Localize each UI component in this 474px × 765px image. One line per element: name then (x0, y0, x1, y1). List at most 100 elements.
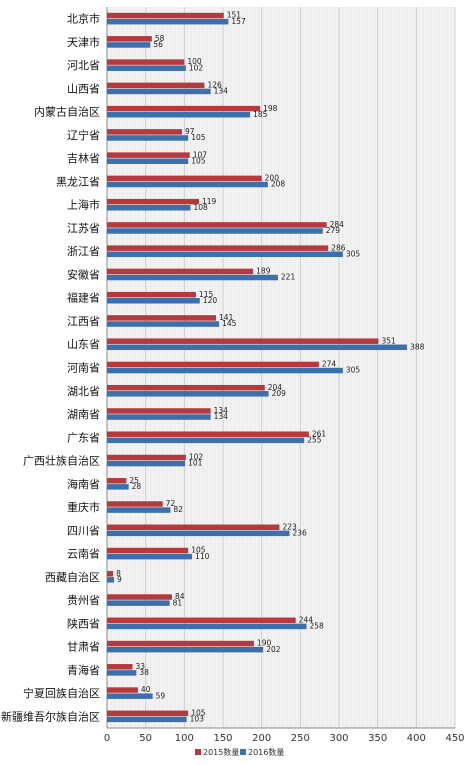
bar-2016数量 (107, 18, 229, 25)
bar-2015数量 (107, 547, 189, 554)
bar-2015数量 (107, 315, 217, 321)
value-label: 145 (222, 319, 237, 328)
bar-2015数量 (107, 501, 163, 507)
bar-2016数量 (107, 181, 268, 188)
value-label: 101 (188, 459, 203, 468)
bar-2015数量 (107, 129, 183, 135)
value-label: 8 (116, 569, 121, 578)
x-tick-label: 250 (291, 733, 310, 744)
value-label: 286 (331, 243, 346, 252)
value-label: 244 (299, 615, 314, 624)
bar-2015数量 (107, 617, 296, 624)
bar-2016数量 (107, 391, 269, 397)
bar-2015数量 (107, 175, 262, 182)
value-label: 134 (214, 87, 229, 96)
value-label: 305 (346, 366, 361, 375)
category-label: 甘肃省 (67, 641, 100, 654)
bar-2015数量 (107, 431, 309, 437)
category-label: 吉林省 (67, 151, 100, 165)
bar-2015数量 (107, 245, 329, 251)
value-label: 110 (195, 552, 210, 561)
bar-2016数量 (107, 553, 193, 560)
value-label: 261 (312, 429, 327, 438)
value-label: 134 (214, 406, 229, 415)
bar-2016数量 (107, 344, 408, 351)
value-label: 40 (141, 685, 151, 694)
value-label: 351 (381, 336, 396, 345)
value-label: 204 (268, 383, 283, 392)
bars (107, 12, 408, 723)
category-label: 四川省 (67, 524, 100, 537)
value-label: 58 (155, 34, 165, 43)
value-label: 200 (265, 174, 280, 183)
value-label: 72 (166, 499, 176, 508)
value-label: 157 (231, 17, 246, 26)
value-label: 56 (153, 40, 163, 49)
category-label: 浙江省 (67, 245, 100, 258)
category-label: 山东省 (67, 338, 100, 351)
bar-2015数量 (107, 361, 319, 368)
value-label: 134 (214, 412, 229, 421)
value-label: 279 (326, 226, 341, 235)
bar-2016数量 (107, 321, 220, 327)
bar-2016数量 (107, 716, 187, 723)
bar-2015数量 (107, 198, 200, 205)
value-label: 209 (272, 389, 287, 398)
bar-2016数量 (107, 507, 171, 513)
bar-2015数量 (107, 710, 189, 717)
bar-2016数量 (107, 274, 278, 281)
bar-2016数量 (107, 228, 323, 234)
bar-2016数量 (107, 670, 137, 676)
value-label: 84 (175, 592, 185, 601)
value-label: 305 (346, 249, 361, 258)
legend-swatch-2015 (195, 749, 201, 755)
legend-label-2016: 2016数量 (248, 747, 284, 757)
bar-2015数量 (107, 594, 172, 600)
value-label: 82 (173, 505, 183, 514)
category-label: 河北省 (67, 59, 100, 72)
value-labels: 1511575856100102126134198185971051071052… (116, 11, 424, 724)
category-label: 重庆市 (67, 500, 100, 514)
x-tick-label: 100 (175, 733, 194, 744)
category-label: 湖南省 (67, 408, 100, 421)
value-label: 59 (156, 691, 166, 700)
bar-2015数量 (107, 82, 205, 89)
bar-2016数量 (107, 484, 129, 490)
bar-2015数量 (107, 338, 379, 344)
plot-background (107, 7, 455, 728)
legend-swatch-2016 (240, 749, 246, 755)
x-tick-label: 50 (139, 733, 152, 744)
value-label: 198 (263, 104, 278, 113)
bar-2016数量 (107, 42, 151, 48)
category-label: 天津市 (67, 35, 100, 49)
value-label: 255 (307, 435, 322, 444)
value-label: 9 (117, 575, 122, 584)
value-label: 81 (173, 598, 183, 607)
value-label: 120 (203, 296, 218, 305)
bar-2016数量 (107, 298, 200, 304)
bar-2016数量 (107, 367, 343, 374)
bar-2015数量 (107, 664, 133, 670)
value-label: 274 (322, 360, 337, 369)
x-tick-label: 450 (445, 733, 464, 744)
category-label: 福建省 (67, 291, 100, 305)
bar-2015数量 (107, 687, 138, 693)
bar-2015数量 (107, 477, 127, 484)
value-label: 102 (189, 453, 204, 462)
category-label: 河南省 (67, 362, 100, 375)
bar-2016数量 (107, 65, 186, 71)
value-label: 189 (256, 267, 271, 276)
category-label: 青海省 (67, 663, 100, 677)
bar-2016数量 (107, 623, 307, 630)
value-label: 223 (282, 522, 297, 531)
value-label: 100 (187, 57, 202, 66)
bar-2015数量 (107, 222, 327, 228)
category-label: 宁夏回族自治区 (23, 686, 100, 700)
value-label: 105 (191, 133, 206, 142)
value-label: 284 (330, 220, 345, 229)
bar-2015数量 (107, 640, 254, 647)
category-label: 江苏省 (67, 222, 100, 235)
bar-2015数量 (107, 12, 224, 19)
category-label: 湖北省 (67, 385, 100, 398)
value-label: 38 (139, 668, 149, 677)
